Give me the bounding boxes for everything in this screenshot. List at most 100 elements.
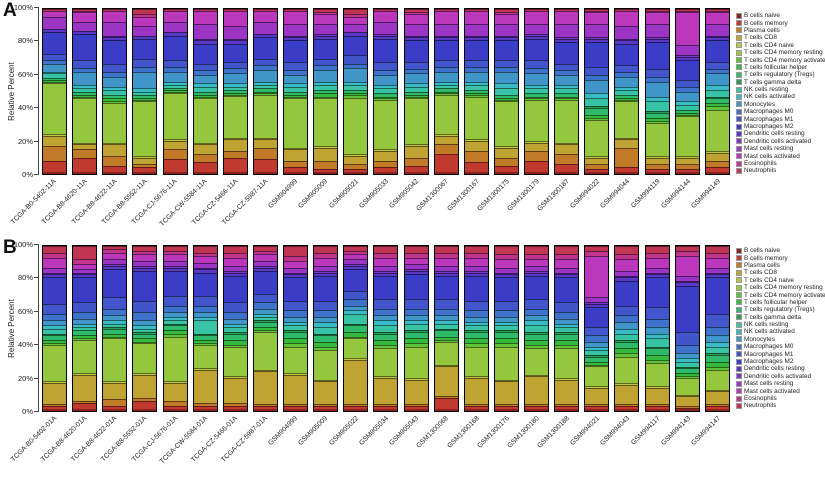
legend-label: Eosinophils [744, 395, 777, 402]
bar-segment [555, 88, 579, 94]
bar-segment [284, 70, 307, 76]
bar-segment [284, 86, 307, 92]
legend-item: Macrophages M0 [736, 343, 825, 350]
bar-segment [494, 147, 518, 158]
legend-label: Macrophages M1 [744, 350, 794, 358]
y-axis: 0% 20% 40% 60% 80% 100% [14, 4, 733, 179]
bar-segment [344, 359, 368, 405]
bar-segment [645, 12, 669, 24]
stacked-bar [283, 245, 308, 412]
bar-segment [494, 66, 518, 72]
bar-segment [43, 9, 66, 11]
bar-segment [525, 275, 548, 299]
legend-swatch-icon [736, 328, 742, 335]
bar-segment [103, 259, 127, 265]
legend-label: B cells naive [744, 12, 780, 20]
bar-segment [374, 265, 398, 271]
bar-segment [344, 154, 368, 156]
bar-segment [645, 81, 669, 97]
legend: B cells naive B cells memory Plasma cells T… [736, 12, 825, 175]
bar-segment [223, 378, 247, 403]
bar-segment [525, 345, 548, 349]
bar-segment [705, 354, 729, 362]
bar-segment [344, 63, 368, 69]
bar-segment [103, 86, 127, 90]
bar-segment [43, 277, 66, 304]
bar-segment [494, 274, 518, 278]
bar-segment [675, 358, 699, 362]
bar-segment [314, 265, 338, 271]
bar-segment [193, 409, 217, 411]
bar-segment [705, 257, 729, 268]
bar-segment [163, 71, 187, 82]
bar-segment [284, 75, 307, 84]
bar-segment [253, 246, 277, 252]
bar-segment [344, 246, 368, 252]
bar-segment [494, 310, 518, 318]
bar-segment [675, 80, 699, 87]
bar-segment [43, 257, 66, 268]
bar-segment [494, 343, 518, 347]
y-axis-tick-label: 80% [17, 273, 33, 283]
y-axis-tick [34, 344, 39, 346]
bar-segment [645, 113, 669, 118]
bar-segment [615, 94, 639, 99]
legend-item: T cells regulatory (Tregs) [736, 306, 825, 313]
bar-segment [133, 374, 157, 398]
bar-segment [705, 267, 729, 273]
bar-segment [585, 98, 609, 107]
stacked-bar [403, 245, 429, 412]
bar-segment [284, 404, 307, 407]
bar-segment [73, 30, 97, 34]
bar-segment [705, 109, 729, 151]
bar-segment [374, 149, 398, 151]
bar-segment [404, 338, 428, 344]
legend-swatch-icon [736, 130, 742, 137]
bar-segment [284, 317, 307, 322]
bar-segment [525, 38, 548, 61]
bar-segment [223, 86, 247, 90]
bar-segment [43, 134, 66, 137]
bar-segment [705, 152, 729, 161]
bar-segment [525, 68, 548, 74]
bar-segment [434, 172, 458, 174]
bar-segment [585, 108, 609, 115]
bar-segment [193, 343, 217, 346]
bar-segment [133, 341, 157, 344]
bar-segment [43, 343, 66, 346]
bar-segment [284, 343, 307, 347]
bar-segment [494, 381, 518, 405]
bar-segment [705, 9, 729, 11]
bar-segment [314, 246, 338, 253]
bar-segment [253, 254, 277, 261]
bar-segment [494, 325, 518, 331]
legend-swatch-icon [736, 380, 742, 387]
y-axis-tick-label: 60% [17, 306, 33, 316]
bar-segment [43, 73, 66, 79]
bar-segment [705, 23, 729, 36]
bar-segment [73, 274, 97, 278]
bar-segment [284, 373, 307, 375]
bar-segment [434, 37, 458, 41]
bar-segment [133, 338, 157, 342]
bar-segment [73, 142, 97, 145]
legend-label: Macrophages M1 [744, 115, 794, 123]
bar-segment [284, 40, 307, 62]
bar-segment [645, 406, 669, 410]
bar-segment [73, 96, 97, 99]
legend-swatch-icon [736, 365, 742, 372]
bar-segment [615, 259, 639, 271]
bar-segment [464, 35, 488, 38]
bar-segment [525, 406, 548, 410]
bar-segment [133, 66, 157, 72]
bar-segment [464, 162, 488, 173]
bar-segment [284, 272, 307, 275]
bar-segment [193, 269, 217, 273]
bar-segment [555, 38, 579, 43]
bar-segment [253, 159, 277, 173]
bar-segment [344, 172, 368, 174]
legend-swatch-icon [736, 108, 742, 115]
bar-segment [585, 406, 609, 410]
bar-segment [43, 272, 66, 275]
stacked-bar [72, 8, 98, 175]
